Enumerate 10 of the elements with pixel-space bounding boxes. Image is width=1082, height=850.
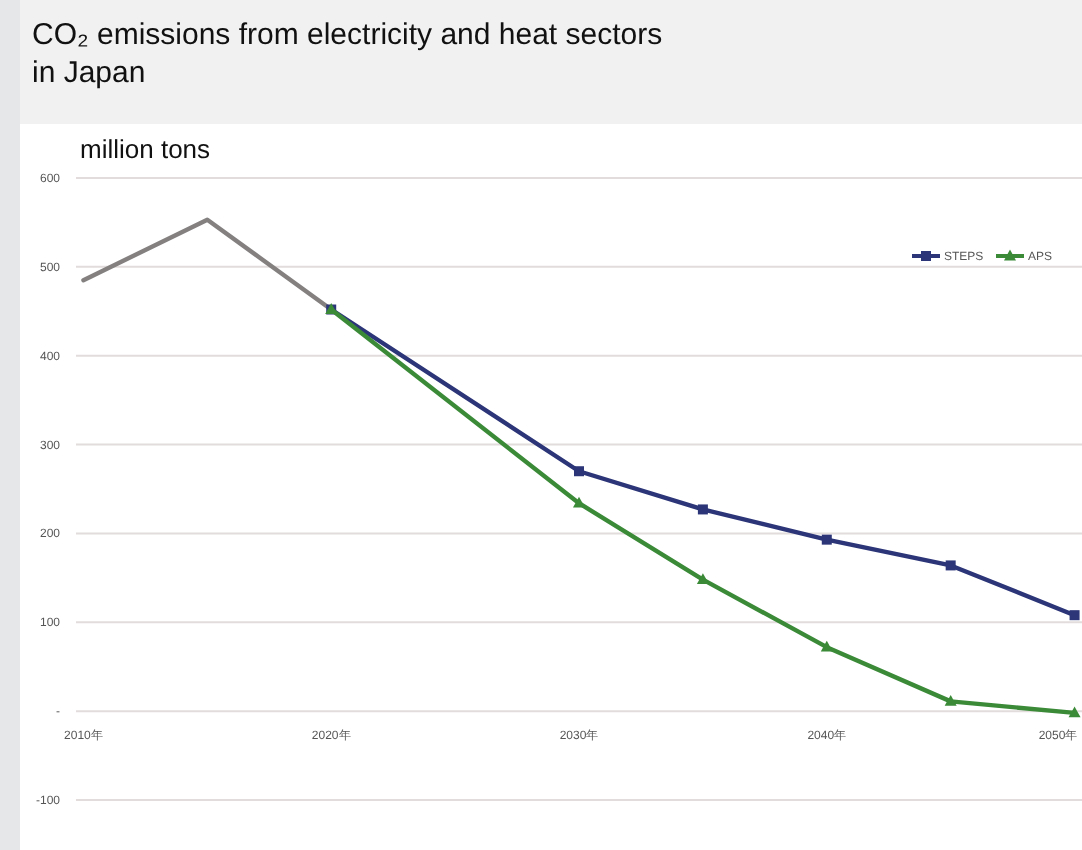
point xyxy=(945,560,956,571)
point xyxy=(1068,706,1081,718)
y-axis-title: million tons xyxy=(80,134,212,164)
point xyxy=(944,694,957,706)
chart-title: CO₂ emissions from electricity and heat sectors in Japan xyxy=(32,18,663,90)
point xyxy=(697,504,708,515)
point xyxy=(574,466,584,477)
point xyxy=(821,534,832,545)
point xyxy=(820,640,833,652)
point xyxy=(1069,610,1080,621)
